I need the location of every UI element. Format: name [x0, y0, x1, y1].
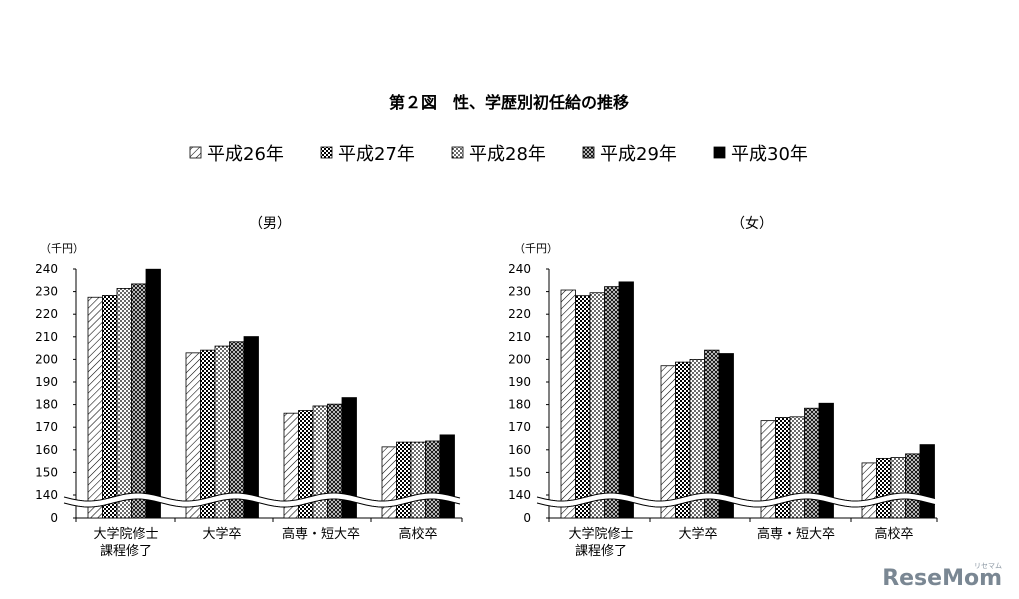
- bar: [243, 336, 259, 519]
- bar: [589, 292, 605, 519]
- y-tick-label: 140: [508, 488, 531, 502]
- panel-title: （男）: [249, 216, 291, 232]
- watermark-sub: リセマム: [974, 562, 1002, 570]
- bar: [145, 268, 161, 519]
- bar: [818, 402, 834, 519]
- bar: [660, 365, 676, 519]
- panel: （男） （千円） 240 230 220 210 200 190 180 170 160 150 140…: [35, 216, 463, 559]
- legend-item: 平成26年: [189, 144, 284, 165]
- legend-item: 平成30年: [713, 144, 808, 165]
- y-tick-label: 220: [508, 307, 531, 321]
- y-tick-label: 180: [35, 398, 58, 412]
- legend-label: 平成29年: [600, 144, 677, 165]
- bar: [425, 440, 441, 519]
- bar: [396, 441, 412, 519]
- y-tick-label: 210: [508, 330, 531, 344]
- y-axis-unit: （千円）: [514, 242, 558, 255]
- y-tick-label: 0: [50, 511, 58, 525]
- legend-swatch: [189, 146, 202, 159]
- panel-title: （女）: [731, 215, 773, 232]
- y-tick-label: 190: [508, 375, 531, 389]
- y-tick-label: 170: [35, 420, 58, 434]
- y-tick-label: 140: [35, 488, 58, 502]
- legend-swatch: [582, 146, 595, 159]
- legend-label: 平成26年: [207, 144, 284, 165]
- legend-label: 平成30年: [731, 144, 808, 165]
- y-tick-label: 0: [523, 511, 531, 525]
- bar: [185, 352, 201, 519]
- bar: [214, 345, 230, 519]
- y-tick-label: 160: [35, 443, 58, 457]
- watermark-logo: ReseMom リセマム: [882, 562, 1002, 591]
- bar: [102, 295, 118, 519]
- category-label: 課程修了: [575, 543, 627, 559]
- category-label: 高専・短大卒: [757, 526, 835, 542]
- legend-swatch: [451, 146, 464, 159]
- y-tick-label: 170: [508, 420, 531, 434]
- bar: [200, 349, 216, 519]
- bar: [327, 403, 343, 519]
- legend-swatch: [320, 146, 333, 159]
- y-tick-label: 190: [35, 375, 58, 389]
- axis-break-line: [63, 498, 461, 508]
- y-tick-label: 230: [508, 285, 531, 299]
- bar: [804, 407, 820, 519]
- axis-break-line: [536, 492, 936, 502]
- bar: [410, 441, 426, 519]
- y-tick-label: 220: [35, 307, 58, 321]
- chart-title: 第２図 性、学歴別初任給の推移: [389, 93, 629, 112]
- bar: [718, 353, 734, 519]
- y-tick-label: 180: [508, 398, 531, 412]
- bar: [604, 286, 620, 519]
- legend-item: 平成28年: [451, 144, 546, 165]
- y-tick-label: 200: [508, 352, 531, 366]
- bar: [618, 281, 634, 519]
- y-tick-label: 240: [508, 262, 531, 276]
- y-tick-label: 240: [35, 262, 58, 276]
- bar: [131, 283, 147, 519]
- watermark-brand: ReseMom: [882, 566, 1002, 591]
- legend-swatch: [713, 146, 726, 159]
- category-label: 高専・短大卒: [282, 526, 360, 542]
- bar: [341, 397, 357, 519]
- category-label: 大学院修士: [568, 526, 633, 542]
- category-label: 大学院修士: [93, 526, 158, 542]
- y-tick-label: 160: [508, 443, 531, 457]
- category-label: 課程修了: [100, 543, 152, 559]
- category-label: 大学卒: [678, 526, 717, 542]
- category-label: 大学卒: [202, 526, 241, 542]
- category-label: 高校卒: [398, 526, 437, 542]
- bar: [229, 341, 245, 519]
- category-label: 高校卒: [874, 526, 913, 542]
- legend-item: 平成27年: [320, 144, 415, 165]
- bar: [116, 288, 132, 519]
- bar: [560, 289, 576, 519]
- y-tick-label: 210: [35, 330, 58, 344]
- legend-label: 平成27年: [338, 144, 415, 165]
- axis-break-line: [63, 492, 461, 502]
- y-tick-label: 230: [35, 285, 58, 299]
- axis-break-line: [536, 498, 936, 508]
- bar: [575, 295, 591, 519]
- bar: [861, 462, 877, 519]
- bar: [905, 453, 921, 519]
- axis-break-band: [537, 493, 935, 507]
- y-axis-unit: （千円）: [40, 242, 84, 255]
- bar: [789, 416, 805, 519]
- bar: [890, 457, 906, 519]
- legend: 平成26年 平成27年 平成28年 平成29年 平成30年: [189, 144, 808, 165]
- legend-item: 平成29年: [582, 144, 677, 165]
- legend-label: 平成28年: [469, 144, 546, 165]
- y-tick-label: 200: [35, 352, 58, 366]
- panel: （女） （千円） 240 230 220 210 200 190 180 170 160 150 140…: [508, 215, 938, 559]
- bar: [439, 434, 455, 519]
- bar: [919, 444, 935, 519]
- bar: [876, 457, 892, 519]
- bar: [87, 296, 103, 519]
- y-tick-label: 150: [508, 465, 531, 479]
- bar: [675, 361, 691, 519]
- y-tick-label: 150: [35, 465, 58, 479]
